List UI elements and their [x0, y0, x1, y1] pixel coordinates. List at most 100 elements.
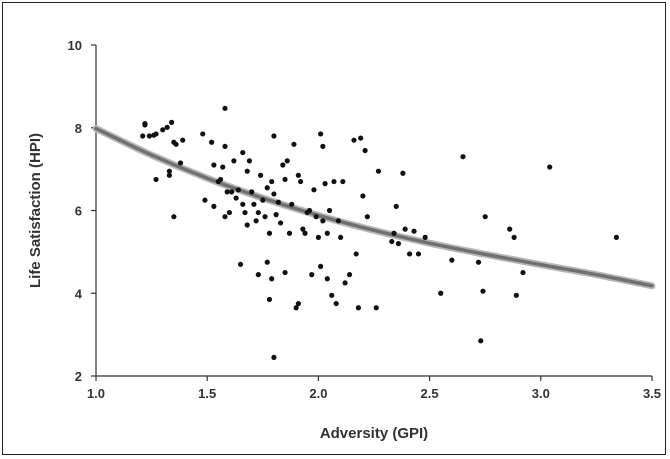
data-point [295, 300, 301, 307]
data-point [391, 230, 397, 236]
data-point [360, 193, 366, 199]
data-point [275, 199, 281, 205]
data-point [142, 121, 148, 127]
data-point [226, 209, 233, 216]
data-point [291, 141, 297, 147]
data-point [264, 259, 270, 265]
data-point [277, 220, 284, 226]
data-point [177, 160, 184, 166]
data-point [320, 143, 326, 149]
trend-group [92, 125, 656, 290]
data-point [271, 133, 277, 139]
data-point [302, 230, 308, 236]
data-point [313, 214, 319, 220]
data-point [271, 354, 277, 360]
points-group [140, 105, 620, 360]
data-point [237, 261, 244, 267]
data-point [395, 241, 402, 247]
data-point [146, 133, 152, 139]
data-point [166, 168, 172, 174]
data-point [298, 178, 304, 185]
data-point [209, 139, 215, 145]
data-point [222, 143, 228, 149]
y-tick-label: 8 [75, 121, 82, 136]
data-point [171, 214, 177, 220]
data-point [266, 296, 273, 303]
data-point [244, 222, 250, 228]
data-point [273, 212, 279, 218]
data-point [482, 214, 488, 220]
data-point [322, 181, 328, 187]
data-point [266, 230, 273, 236]
data-point [180, 137, 186, 143]
data-point [460, 154, 466, 160]
data-point [164, 124, 170, 130]
data-point [415, 251, 422, 257]
data-point [286, 230, 293, 236]
data-point [224, 189, 230, 195]
data-point [326, 207, 333, 214]
data-point [260, 197, 266, 203]
data-point [373, 305, 379, 311]
data-point [358, 135, 364, 141]
y-axis-title: Life Satisfaction (HPI) [27, 133, 44, 288]
data-point [251, 201, 257, 207]
data-point [282, 176, 288, 183]
data-point [315, 234, 321, 240]
data-point [293, 305, 299, 311]
data-point [333, 300, 339, 307]
data-point [306, 207, 313, 214]
data-point [320, 218, 326, 224]
data-point [300, 226, 306, 232]
data-point [513, 292, 519, 298]
data-point [318, 263, 324, 269]
x-tick-label: 1.5 [198, 386, 216, 401]
data-point [269, 276, 275, 282]
data-point [400, 170, 406, 176]
data-point [480, 288, 486, 294]
data-point [173, 141, 179, 147]
data-point [235, 187, 241, 193]
data-point [353, 251, 359, 257]
data-point [211, 162, 217, 168]
data-point [222, 214, 228, 220]
x-axis-title: Adversity (GPI) [320, 425, 428, 442]
data-point [338, 234, 344, 240]
data-point [222, 105, 228, 111]
data-point [375, 168, 382, 174]
data-point [362, 147, 368, 154]
data-point [233, 195, 239, 201]
data-point [511, 234, 517, 240]
data-point [393, 203, 399, 209]
data-point [613, 234, 620, 240]
data-point [160, 127, 166, 133]
tick-group: 1.0 1.5 2.0 2.5 3.0 3.5 2 4 6 8 10 [68, 38, 662, 401]
y-tick-label: 10 [68, 38, 82, 53]
data-point [200, 131, 206, 137]
data-point [406, 251, 413, 257]
data-point [422, 234, 428, 240]
data-point [231, 158, 237, 164]
trend-line-halo [92, 125, 656, 290]
data-point [507, 226, 513, 232]
x-tick-label: 3.5 [643, 386, 661, 401]
data-point [335, 218, 342, 224]
y-tick-label: 2 [75, 369, 82, 384]
data-point [478, 338, 484, 344]
data-point [217, 176, 224, 183]
data-point [520, 269, 526, 276]
axes [95, 45, 652, 377]
data-point [324, 276, 330, 282]
data-point [166, 172, 172, 178]
data-point [262, 214, 268, 220]
data-point [411, 228, 417, 234]
data-point [547, 164, 553, 170]
data-point [229, 189, 235, 195]
data-point [364, 214, 370, 220]
data-point [289, 201, 295, 207]
data-point [324, 230, 330, 236]
data-point [318, 131, 324, 137]
data-point [449, 257, 455, 263]
data-point [249, 189, 255, 195]
